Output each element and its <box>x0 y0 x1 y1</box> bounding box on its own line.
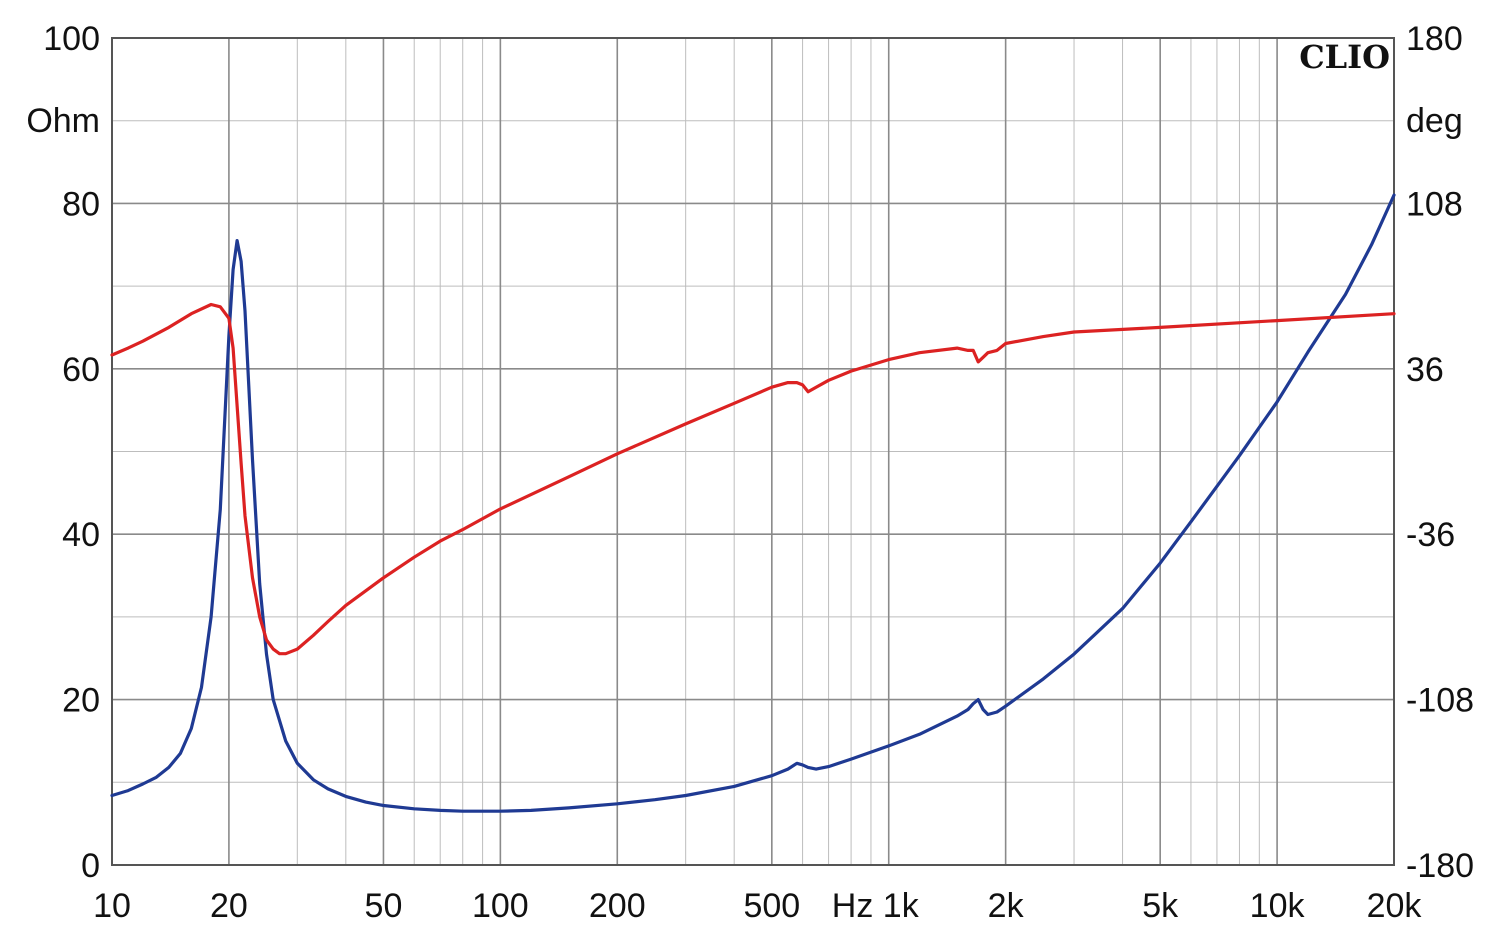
left-y-tick-label: 60 <box>62 351 100 389</box>
left-axis-unit-label: Ohm <box>26 102 100 140</box>
right-y-tick-label: 180 <box>1406 20 1463 58</box>
brand-logo: CLIO <box>1299 38 1390 76</box>
left-y-tick-label: 20 <box>62 682 100 720</box>
plot-frame <box>111 37 1395 866</box>
x-tick-label: 500 <box>743 887 800 925</box>
left-y-tick-label: 100 <box>43 20 100 58</box>
x-tick-label: 20k <box>1367 887 1423 925</box>
minor-gridlines <box>112 38 1394 865</box>
x-tick-label: 10 <box>93 887 131 925</box>
axis-labels: 10 20 50 100 200 500 Hz 1k 2k 5k 10k 20k 0 20 40 60 80 1… <box>43 20 1474 925</box>
left-y-tick-label: 0 <box>81 847 100 885</box>
left-y-tick-label: 80 <box>62 185 100 223</box>
right-y-tick-label: -36 <box>1406 516 1455 554</box>
x-tick-label: 20 <box>210 887 248 925</box>
right-axis-unit-label: deg <box>1406 102 1463 140</box>
right-y-tick-label: -180 <box>1406 847 1474 885</box>
x-tick-label: 50 <box>365 887 403 925</box>
right-y-tick-label: 36 <box>1406 351 1444 389</box>
x-tick-label: Hz 1k <box>832 887 920 925</box>
left-y-tick-label: 40 <box>62 516 100 554</box>
phase-curve <box>110 302 1396 656</box>
impedance-curve <box>110 193 1396 813</box>
major-gridlines <box>112 38 1394 865</box>
x-tick-label: 200 <box>589 887 646 925</box>
series-layer <box>110 193 1396 813</box>
x-tick-label: 2k <box>988 887 1025 925</box>
x-tick-label: 10k <box>1250 887 1306 925</box>
right-y-tick-label: -108 <box>1406 682 1474 720</box>
right-y-tick-label: 108 <box>1406 185 1463 223</box>
x-tick-label: 100 <box>472 887 529 925</box>
x-tick-label: 5k <box>1142 887 1179 925</box>
